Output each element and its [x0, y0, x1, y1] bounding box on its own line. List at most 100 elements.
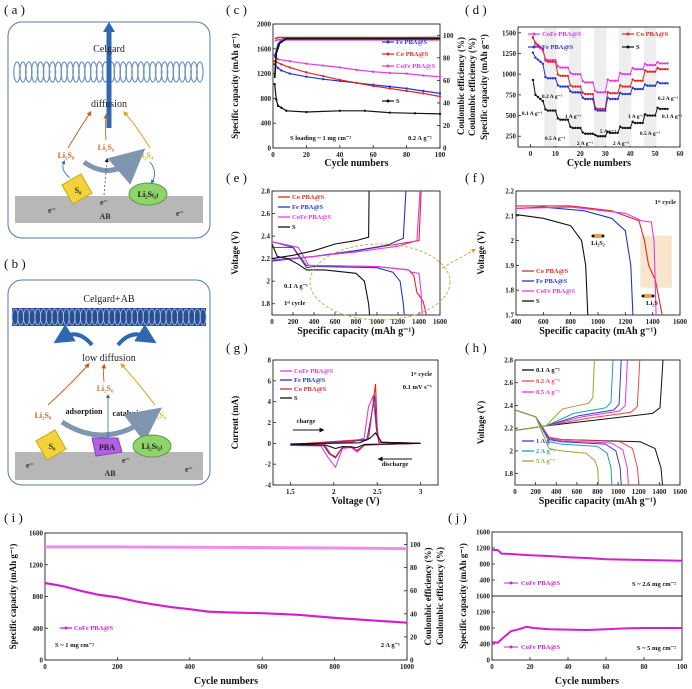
y-tick-label: 750	[506, 91, 517, 99]
x-tick-label: 400	[511, 318, 522, 326]
x-tick-label: 0	[490, 663, 494, 671]
data-point	[658, 82, 662, 85]
x-tick-label: 1.5	[286, 488, 295, 496]
x-tick-label: 600	[330, 318, 341, 326]
diagram-a: Celgard diffusion Li₂S₈ Li₂S₆ Li₂S₄ AB S…	[7, 21, 211, 239]
data-point	[623, 85, 627, 88]
annotation: 1ˢᵗ cycle	[284, 300, 305, 307]
data-point	[544, 75, 547, 79]
data-point	[623, 72, 627, 76]
zoom-region-ellipse	[309, 243, 451, 321]
data-point	[559, 118, 562, 121]
y-tick-label: 1500	[502, 29, 517, 37]
discharge-curve	[516, 205, 663, 316]
charge-curve	[271, 190, 370, 260]
y-tick-label: 2000	[257, 21, 272, 29]
data-point	[656, 66, 659, 70]
data-point	[554, 109, 557, 112]
panel-label-h: ( h )	[465, 340, 487, 355]
y-tick-label: 1600	[476, 529, 491, 537]
data-point	[618, 125, 622, 128]
y2-axis-label: Coulombic efficiency (%)	[456, 37, 466, 135]
data-point	[551, 60, 555, 63]
plot-frame	[272, 23, 441, 149]
data-point	[628, 92, 632, 96]
legend-label: 5 A g⁻¹	[536, 458, 555, 465]
data-point	[636, 87, 639, 91]
data-point	[594, 133, 597, 137]
arrow-li2s6	[101, 363, 107, 383]
data-point	[321, 74, 325, 78]
membrane-fiber	[196, 61, 204, 83]
data-point	[616, 97, 619, 101]
legend-label: 2 A g⁻¹	[536, 448, 555, 455]
data-point	[648, 84, 652, 87]
chart-e: 0 200 400 600 800 1000 1200 1400 1600 Specific ca…	[230, 188, 476, 337]
data-point	[661, 68, 664, 71]
y-tick-label: 1600	[476, 593, 491, 601]
x-tick-label: 1600	[433, 318, 448, 326]
x-tick-label: 1200	[391, 318, 406, 326]
data-point	[566, 118, 570, 121]
cv-curve	[290, 432, 421, 450]
data-point	[651, 63, 654, 67]
data-point	[656, 60, 659, 64]
y-tick-label: 1200	[476, 545, 491, 553]
legend-label: CoFe PBA@S	[294, 368, 333, 375]
data-point	[581, 96, 584, 99]
data-point	[276, 66, 280, 70]
discharge-curve	[515, 214, 589, 316]
legend-label: 1 A g⁻¹	[536, 438, 555, 445]
data-point	[621, 72, 624, 76]
data-point	[601, 91, 604, 94]
data-point	[571, 85, 575, 88]
data-point	[564, 74, 567, 78]
rate-step-band	[544, 28, 557, 146]
data-point	[606, 96, 609, 99]
x-axis-label: Cycle numbers	[567, 158, 631, 169]
y-axis-label: Specific capacity (mAh g⁻¹)	[479, 34, 489, 140]
y-tick-label: 2.2	[505, 188, 514, 196]
x-tick-label: 600	[538, 318, 549, 326]
data-point	[569, 71, 572, 75]
legend-marker	[509, 581, 513, 585]
legend-label: S	[636, 44, 640, 51]
y-tick-label: 1.7	[505, 312, 514, 320]
data-point	[276, 104, 280, 108]
rate-step-band	[643, 28, 657, 146]
data-point	[606, 130, 609, 133]
data-point	[658, 68, 662, 71]
annotation: 0.1 A g⁻¹	[284, 283, 308, 290]
data-point	[594, 108, 597, 111]
data-point	[648, 63, 652, 67]
ce-series-line	[274, 36, 440, 40]
charge-curve	[271, 190, 421, 261]
panel-label-i: ( i )	[4, 510, 23, 525]
x-tick-label: 1600	[673, 488, 688, 496]
rate-label: 0.5 A g⁻¹	[640, 131, 661, 137]
plot-frame	[44, 532, 408, 661]
data-point	[541, 62, 545, 66]
chart-h: 0 200 400 600 800 1000 1200 1400 1600 Specific ca…	[476, 357, 688, 508]
molecule-icon	[643, 294, 653, 298]
data-point	[388, 85, 392, 88]
data-point	[651, 114, 654, 117]
x-tick-label: 800	[592, 488, 603, 496]
annotation: discharge	[382, 461, 409, 468]
data-point	[648, 114, 652, 117]
data-point	[531, 78, 535, 82]
y-tick-label: 0	[268, 440, 272, 448]
data-point	[604, 135, 607, 138]
x-tick-label: 0	[529, 150, 533, 158]
data-point	[581, 131, 584, 134]
data-point	[561, 74, 565, 78]
data-point	[438, 95, 442, 98]
panel-label-j: ( j )	[448, 510, 467, 525]
y-tick-label: 0	[40, 657, 44, 665]
molecule-atom	[641, 294, 645, 298]
discharge-curve	[514, 409, 622, 486]
data-point	[658, 62, 662, 65]
panel-label-d: ( d )	[465, 2, 487, 17]
data-point	[641, 79, 644, 82]
